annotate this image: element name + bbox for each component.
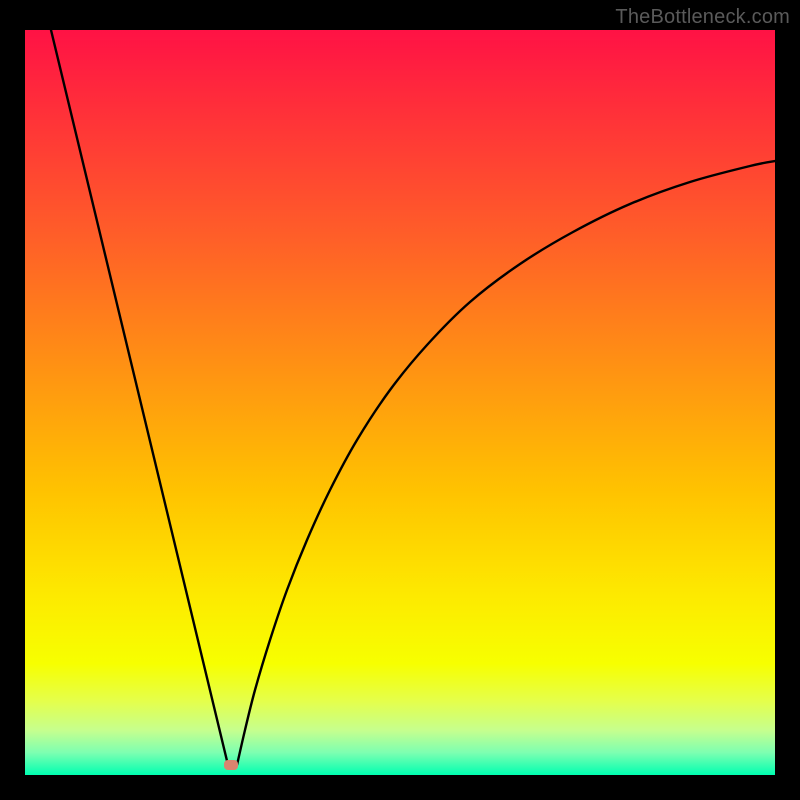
plot-area (25, 30, 775, 775)
bottleneck-curve (25, 30, 775, 775)
chart-container: TheBottleneck.com (0, 0, 800, 800)
minimum-marker (224, 760, 238, 770)
watermark-text: TheBottleneck.com (615, 6, 790, 29)
